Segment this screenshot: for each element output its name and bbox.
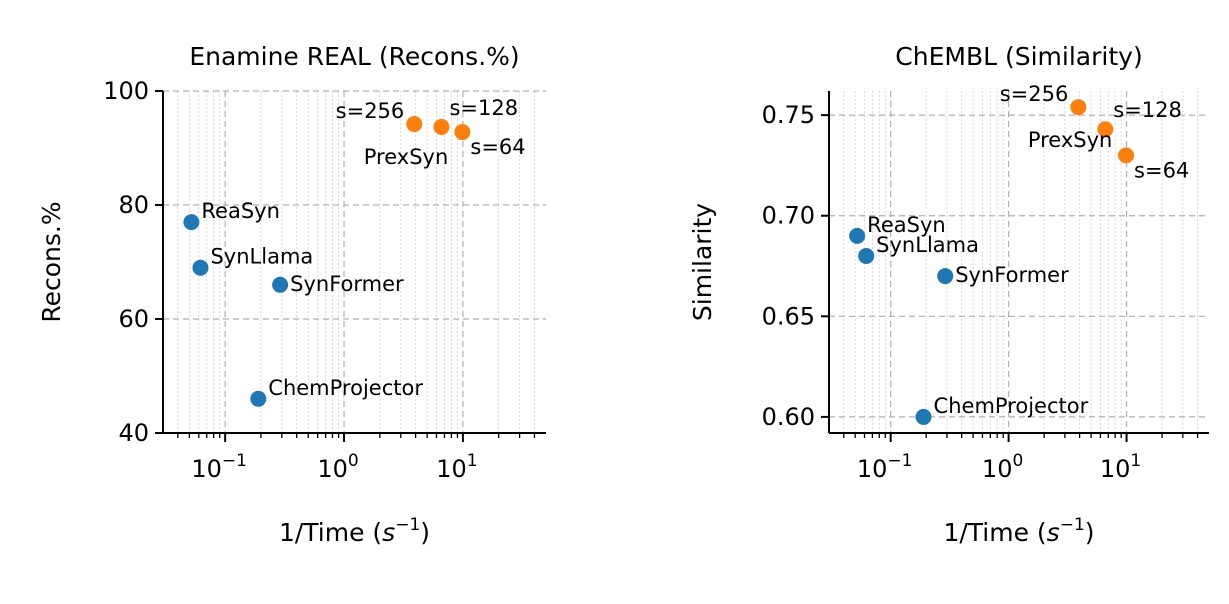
y-tick-label: 60: [118, 305, 149, 333]
point-synformer: [937, 268, 954, 285]
grid: [163, 90, 546, 434]
point-s-64: [1118, 147, 1135, 164]
y-axis-label: Recons.%: [37, 201, 66, 322]
chart-title: ChEMBL (Similarity): [895, 42, 1142, 71]
point-label: ChemProjector: [934, 394, 1089, 418]
y-tick-label: 0.65: [762, 302, 815, 330]
point-label: ChemProjector: [268, 376, 423, 400]
x-label-math-exponent: −1: [1060, 515, 1085, 535]
point-s-256: [1070, 99, 1087, 116]
x-tick-label: 10−1: [857, 451, 913, 483]
group-label-prexsyn: PrexSyn: [1028, 128, 1113, 152]
y-tick-label: 0.60: [762, 403, 815, 431]
x-tick-base: 10: [436, 455, 467, 483]
x-label-math-base: s: [382, 518, 395, 547]
x-tick-base: 10: [1100, 455, 1131, 483]
point-s-128: [433, 118, 450, 135]
point-reasyn: [183, 214, 200, 231]
point-label: s=64: [1134, 158, 1189, 182]
x-tick-base: 10: [857, 455, 888, 483]
x-tick-exponent: −1: [222, 451, 247, 471]
x-tick-base: 10: [982, 455, 1013, 483]
x-axis-label: 1/Time (s−1): [279, 515, 430, 547]
x-tick-exponent: 0: [1012, 451, 1023, 471]
point-label: SynLlama: [876, 233, 979, 257]
x-label-math-exponent: −1: [395, 515, 420, 535]
y-tick-label: 40: [118, 419, 149, 447]
x-tick-exponent: −1: [887, 451, 912, 471]
x-label-close: ): [1085, 518, 1095, 547]
point-label: SynFormer: [290, 272, 404, 296]
point-label: SynFormer: [955, 263, 1069, 287]
point-s-64: [454, 124, 471, 141]
chart-title: Enamine REAL (Recons.%): [189, 42, 519, 71]
x-tick-label: 100: [982, 451, 1023, 483]
point-label: s=64: [470, 135, 525, 159]
point-reasyn: [849, 227, 866, 244]
y-tick-label: 80: [118, 191, 149, 219]
point-label: SynLlama: [210, 245, 313, 269]
point-label: ReaSyn: [201, 199, 280, 223]
y-tick-label: 0.75: [762, 101, 815, 129]
point-chemprojector: [250, 390, 267, 407]
point-label: s=128: [449, 96, 518, 120]
x-tick-exponent: 1: [467, 451, 478, 471]
group-label-prexsyn: PrexSyn: [364, 145, 449, 169]
x-tick-label: 100: [317, 451, 358, 483]
y-tick-label: 100: [103, 77, 149, 105]
point-label: s=256: [336, 99, 405, 123]
point-label: ReaSyn: [867, 213, 946, 237]
x-tick-label: 101: [436, 451, 477, 483]
x-tick-label: 10−1: [191, 451, 247, 483]
grid: [829, 91, 1209, 433]
x-label-math-base: s: [1047, 518, 1060, 547]
y-tick-label: 0.70: [762, 202, 815, 230]
x-tick-label: 101: [1100, 451, 1141, 483]
point-synllama: [192, 259, 209, 276]
x-label-text: 1/Time (: [943, 518, 1046, 547]
x-tick-exponent: 0: [348, 451, 359, 471]
point-chemprojector: [915, 408, 932, 425]
x-tick-exponent: 1: [1130, 451, 1141, 471]
point-label: s=256: [1000, 82, 1069, 106]
y-axis-label: Similarity: [688, 203, 717, 321]
point-s-128: [1097, 121, 1114, 138]
x-label-close: ): [420, 518, 430, 547]
x-tick-base: 10: [191, 455, 222, 483]
point-s-256: [406, 116, 423, 133]
point-synllama: [858, 247, 875, 264]
x-axis-label: 1/Time (s−1): [943, 515, 1094, 547]
x-tick-base: 10: [317, 455, 348, 483]
point-label: s=128: [1113, 98, 1182, 122]
point-synformer: [272, 276, 289, 293]
x-label-text: 1/Time (: [279, 518, 382, 547]
